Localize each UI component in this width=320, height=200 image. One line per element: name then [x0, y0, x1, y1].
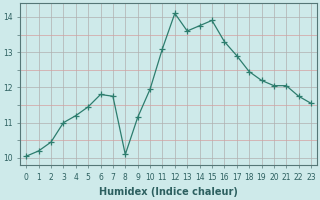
X-axis label: Humidex (Indice chaleur): Humidex (Indice chaleur): [99, 187, 238, 197]
